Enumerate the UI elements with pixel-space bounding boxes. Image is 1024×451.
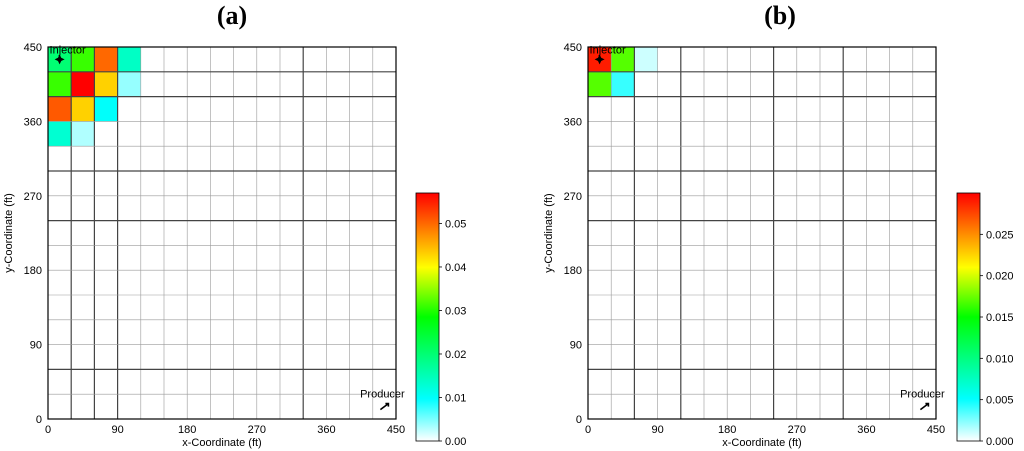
injector-well-icon [594,54,605,65]
plot-frame [47,46,397,420]
y-tick-label: 90 [30,340,42,352]
x-tick-label: 180 [718,424,736,436]
heatmap-cell [588,71,612,97]
x-tick-label: 0 [585,424,591,436]
heatmap-cell [71,121,95,147]
colorbar-tick-label: 0.025 [986,229,1014,241]
y-tick-label: 450 [564,42,582,54]
x-tick-label: 0 [45,424,51,436]
heatmap-cell [117,47,141,72]
colorbar [956,192,981,442]
x-tick-label: 180 [178,424,196,436]
heatmap-cell [71,71,95,97]
injector-well-icon [54,54,65,65]
y-tick-label: 360 [564,116,582,128]
y-tick-label: 270 [24,191,42,203]
heatmap-cell [634,47,658,72]
producer-label: Producer [360,389,405,401]
heatmap-cell [94,71,118,97]
colorbar-tick-label: 0.00 [445,436,466,448]
x-tick-label: 270 [788,424,806,436]
colorbar-tick-label: 0.05 [445,218,466,230]
heatmap-cell [48,96,72,122]
panel-b-label: (b) [764,1,796,30]
x-tick-label: 90 [651,424,663,436]
injector-label: Injector [50,44,86,56]
heatmap-cell [117,71,141,97]
x-axis-label: x-Coordinate (ft) [182,437,261,449]
colorbar-tick-label: 0.015 [986,312,1014,324]
y-tick-label: 180 [564,265,582,277]
heatmap-cell [71,96,95,122]
plot-area [588,47,936,419]
y-tick-label: 360 [24,116,42,128]
panel-a-label: (a) [217,1,247,30]
colorbar-tick-label: 0.03 [445,305,466,317]
colorbar-tick-label: 0.01 [445,392,466,404]
y-tick-label: 450 [24,42,42,54]
heatmap-cell [94,47,118,72]
x-tick-label: 450 [927,424,945,436]
x-tick-label: 270 [248,424,266,436]
chart-panel-a: 0 90 180 270 360 450 0 90 180 270 360 450 x-Coordina… [3,42,466,449]
colorbar [415,192,440,442]
x-axis-label: x-Coordinate (ft) [722,437,801,449]
y-tick-label: 0 [576,414,582,426]
y-tick-label: 0 [36,414,42,426]
colorbar-tick-label: 0.005 [986,395,1014,407]
colorbar-tick-label: 0.000 [986,436,1014,448]
y-tick-label: 90 [570,340,582,352]
heatmap-cell [48,71,72,97]
heatmap-cell [94,96,118,122]
heatmap-cell [71,47,95,72]
producer-well-icon [919,402,930,411]
colorbar-tick-label: 0.020 [986,271,1014,283]
y-tick-label: 180 [24,265,42,277]
colorbar-tick-label: 0.02 [445,349,466,361]
colorbar-tick-label: 0.010 [986,353,1014,365]
plot-frame [587,46,937,420]
heatmap-cell [611,47,635,72]
y-tick-label: 270 [564,191,582,203]
colorbar-tick-label: 0.04 [445,262,466,274]
y-axis-label: y-Coordinate (ft) [3,193,15,272]
x-tick-label: 360 [317,424,335,436]
producer-well-icon [379,402,390,411]
x-tick-label: 360 [857,424,875,436]
injector-label: Injector [590,44,626,56]
x-tick-label: 450 [387,424,405,436]
heatmap-cell [48,121,72,147]
y-axis-label: y-Coordinate (ft) [543,193,555,272]
x-tick-label: 90 [111,424,123,436]
heatmap-cell [611,71,635,97]
producer-label: Producer [900,389,945,401]
chart-panel-b: 0 90 180 270 360 450 0 90 180 270 360 450 x-Coordina… [543,42,1014,449]
